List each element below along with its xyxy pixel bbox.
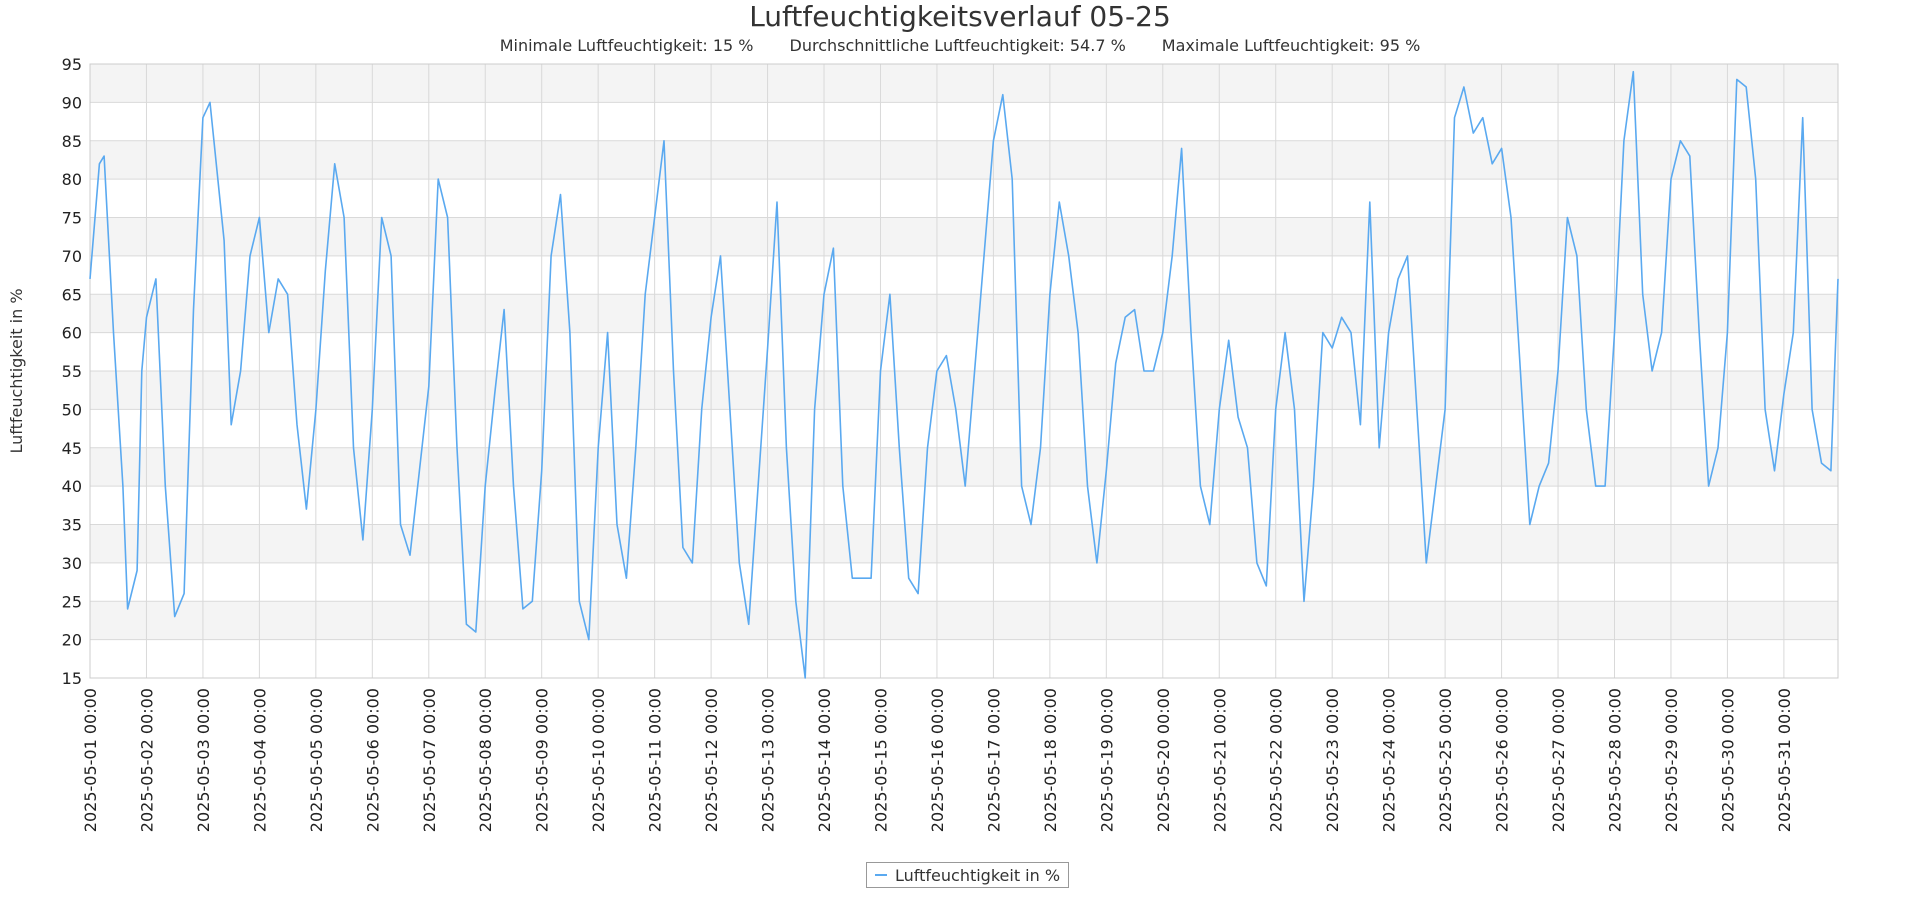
x-tick-20: 2025-05-21 00:00 <box>1210 688 1229 832</box>
x-tick-12: 2025-05-13 00:00 <box>759 688 778 832</box>
band-80-85 <box>90 140 1838 180</box>
band-30-35 <box>90 524 1838 563</box>
x-tick-11: 2025-05-12 00:00 <box>702 688 721 832</box>
x-tick-21: 2025-05-22 00:00 <box>1267 688 1286 832</box>
chart-title: Luftfeuchtigkeitsverlauf 05-25 <box>749 0 1171 33</box>
x-tick-3: 2025-05-04 00:00 <box>250 688 269 832</box>
stat-avg: Durchschnittliche Luftfeuchtigkeit: 54.7… <box>790 36 1126 55</box>
stat-avg-value: 54.7 % <box>1069 36 1126 55</box>
x-tick-10: 2025-05-11 00:00 <box>646 688 665 832</box>
stat-min: Minimale Luftfeuchtigkeit: 15 % <box>500 36 754 55</box>
x-tick-2: 2025-05-03 00:00 <box>194 688 213 832</box>
y-tick-labels: 15 20 25 30 35 40 45 50 55 60 65 70 75 80 85 90 95 <box>62 55 82 688</box>
y-tick-70: 70 <box>62 247 82 266</box>
y-tick-35: 35 <box>62 516 82 535</box>
x-tick-27: 2025-05-28 00:00 <box>1606 688 1625 832</box>
y-tick-80: 80 <box>62 170 82 189</box>
x-tick-17: 2025-05-18 00:00 <box>1041 688 1060 832</box>
x-tick-13: 2025-05-14 00:00 <box>815 688 834 832</box>
y-tick-40: 40 <box>62 477 82 496</box>
x-tick-24: 2025-05-25 00:00 <box>1436 688 1455 832</box>
y-tick-75: 75 <box>62 209 82 228</box>
y-tick-20: 20 <box>62 631 82 650</box>
stat-max-value: 95 % <box>1379 36 1421 55</box>
legend-label: Luftfeuchtigkeit in % <box>895 865 1061 885</box>
stat-max: Maximale Luftfeuchtigkeit: 95 % <box>1162 36 1421 55</box>
x-tick-23: 2025-05-24 00:00 <box>1380 688 1399 832</box>
x-tick-9: 2025-05-10 00:00 <box>589 688 608 832</box>
y-tick-30: 30 <box>62 554 82 573</box>
chart-subtitle: Minimale Luftfeuchtigkeit: 15 % Durchschn… <box>0 36 1920 56</box>
x-tick-labels: 2025-05-01 00:00 2025-05-02 00:00 2025-05-… <box>81 688 1794 832</box>
y-tick-85: 85 <box>62 132 82 151</box>
y-tick-65: 65 <box>62 285 82 304</box>
x-tick-1: 2025-05-02 00:00 <box>137 688 156 832</box>
x-tick-16: 2025-05-17 00:00 <box>984 688 1003 832</box>
y-axis-label: Luftfeuchtigkeit in % <box>7 288 26 453</box>
x-tick-30: 2025-05-31 00:00 <box>1775 688 1794 832</box>
band-90-95 <box>90 64 1838 103</box>
plot-bands <box>90 64 1838 640</box>
x-tick-28: 2025-05-29 00:00 <box>1662 688 1681 832</box>
series-layer <box>89 70 1839 679</box>
y-tick-25: 25 <box>62 592 82 611</box>
band-60-65 <box>90 294 1838 333</box>
x-tick-19: 2025-05-20 00:00 <box>1154 688 1173 832</box>
stat-min-value: 15 % <box>712 36 754 55</box>
stat-max-label: Maximale Luftfeuchtigkeit: <box>1161 36 1375 55</box>
x-tick-6: 2025-05-07 00:00 <box>420 688 439 832</box>
y-tick-90: 90 <box>62 93 82 112</box>
x-tick-5: 2025-05-06 00:00 <box>363 688 382 832</box>
band-20-25 <box>90 601 1838 640</box>
x-tick-0: 2025-05-01 00:00 <box>81 688 100 832</box>
y-tick-15: 15 <box>62 669 82 688</box>
x-tick-4: 2025-05-05 00:00 <box>307 688 326 832</box>
y-tick-55: 55 <box>62 362 82 381</box>
y-tick-60: 60 <box>62 324 82 343</box>
x-tick-29: 2025-05-30 00:00 <box>1718 688 1737 832</box>
y-tick-45: 45 <box>62 439 82 458</box>
x-tick-25: 2025-05-26 00:00 <box>1493 688 1512 832</box>
y-tick-95: 95 <box>62 55 82 74</box>
x-tick-22: 2025-05-23 00:00 <box>1323 688 1342 832</box>
band-50-55 <box>90 371 1838 410</box>
stat-avg-label: Durchschnittliche Luftfeuchtigkeit: <box>789 36 1065 55</box>
stat-min-label: Minimale Luftfeuchtigkeit: <box>499 36 708 55</box>
x-tick-14: 2025-05-15 00:00 <box>871 688 890 832</box>
series-line-0 <box>89 70 1839 679</box>
x-tick-8: 2025-05-09 00:00 <box>533 688 552 832</box>
x-tick-7: 2025-05-08 00:00 <box>476 688 495 832</box>
y-tick-50: 50 <box>62 400 82 419</box>
plot-grid <box>89 63 1838 679</box>
legend-line-icon <box>875 874 887 876</box>
plot-frame <box>89 63 1839 679</box>
x-tick-15: 2025-05-16 00:00 <box>928 688 947 832</box>
x-tick-26: 2025-05-27 00:00 <box>1549 688 1568 832</box>
x-tick-18: 2025-05-19 00:00 <box>1097 688 1116 832</box>
legend[interactable]: Luftfeuchtigkeit in % <box>866 862 1070 888</box>
